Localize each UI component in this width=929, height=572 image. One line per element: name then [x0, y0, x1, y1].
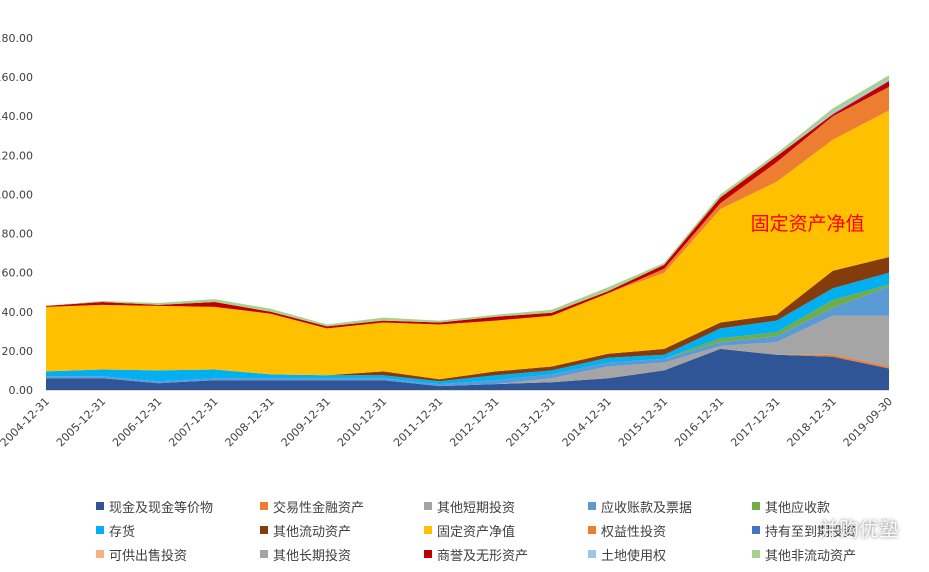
legend-label: 其他短期投资 [437, 500, 516, 516]
legend-label: 商誉及无形资产 [437, 548, 529, 564]
legend-label: 其他长期投资 [273, 548, 352, 564]
x-tick-label: 2014-12-31 [560, 395, 614, 449]
watermark: 并购优塾 [819, 517, 899, 541]
legend-item: 其他应收款 [752, 497, 916, 516]
legend-item: 应收账款及票据 [588, 497, 752, 516]
area-series-12 [46, 81, 889, 329]
legend-label: 可供出售投资 [109, 548, 188, 564]
legend-label: 土地使用权 [601, 548, 667, 564]
legend-item: 交易性金融资产 [260, 497, 424, 516]
legend-swatch [588, 502, 596, 510]
legend-swatch [424, 526, 432, 534]
y-tick-label: 20.00 [2, 345, 34, 358]
x-tick-label: 2011-12-31 [391, 395, 445, 449]
y-tick-label: 180.00 [0, 32, 33, 45]
x-tick-label: 2017-12-31 [728, 395, 782, 449]
legend-item: 其他长期投资 [260, 545, 424, 564]
legend-swatch [260, 550, 268, 558]
legend-label: 现金及现金等价物 [109, 500, 214, 516]
x-tick-label: 2004-12-31 [0, 395, 52, 449]
y-tick-label: 80.00 [2, 228, 34, 241]
annotation-fixed-assets: 固定资产净值 [751, 213, 865, 235]
legend-item: 土地使用权 [588, 545, 752, 564]
y-tick-label: 140.00 [0, 110, 33, 123]
legend-label: 存货 [109, 524, 136, 540]
legend-item: 权益性投资 [588, 521, 752, 540]
x-tick-label: 2015-12-31 [616, 395, 670, 449]
legend-swatch [260, 526, 268, 534]
legend-label: 交易性金融资产 [273, 500, 365, 516]
legend-label: 持有至到期投资 [765, 524, 857, 540]
legend-label: 固定资产净值 [437, 524, 516, 540]
legend-swatch [588, 526, 596, 534]
legend-swatch [260, 502, 268, 510]
x-tick-label: 2013-12-31 [504, 395, 558, 449]
x-axis: 2004-12-31 2005-12-31 2006-12-31 2007-12-31… [0, 390, 895, 449]
area-series-0 [46, 348, 889, 390]
legend-swatch [588, 550, 596, 558]
legend-item: 现金及现金等价物 [96, 497, 260, 516]
x-tick-label: 2009-12-31 [279, 395, 333, 449]
legend-item: 可供出售投资 [96, 545, 260, 564]
legend-label: 其他流动资产 [273, 524, 352, 540]
x-tick-label: 2005-12-31 [54, 395, 108, 449]
area-series-5 [46, 272, 889, 385]
area-series-8 [46, 86, 889, 329]
legend-swatch [424, 550, 432, 558]
legend-item: 其他流动资产 [260, 521, 424, 540]
x-tick-label: 2008-12-31 [223, 395, 277, 449]
legend-label: 权益性投资 [601, 524, 667, 540]
y-tick-label: 40.00 [2, 306, 34, 319]
legend-swatch [424, 502, 432, 510]
x-tick-label: 2007-12-31 [166, 395, 220, 449]
y-tick-label: 160.00 [0, 71, 33, 84]
legend-item: 其他非流动资产 [752, 545, 916, 564]
legend-swatch [752, 502, 760, 510]
x-tick-label: 2019-09-30 [841, 395, 895, 449]
legend-label: 应收账款及票据 [601, 500, 693, 516]
legend-item: 持有至到期投资 [752, 521, 916, 540]
legend: 现金及现金等价物 交易性金融资产 其他短期投资 应收账款及票据 其他应收款存货 其他流动资… [96, 497, 916, 564]
legend-item: 存货 [96, 521, 260, 540]
legend-item: 商誉及无形资产 [424, 545, 588, 564]
legend-label: 其他应收款 [765, 500, 831, 516]
y-tick-label: 100.00 [0, 188, 33, 201]
legend-item: 固定资产净值 [424, 521, 588, 540]
legend-swatch [96, 550, 104, 558]
legend-swatch [752, 550, 760, 558]
y-tick-label: 0.00 [9, 384, 34, 397]
x-tick-label: 2010-12-31 [335, 395, 389, 449]
x-tick-label: 2018-12-31 [785, 395, 839, 449]
x-tick-label: 2016-12-31 [672, 395, 726, 449]
chart-canvas: 0.00 20.00 40.00 60.00 80.00 100.00 120.00 140.… [0, 32, 895, 449]
legend-swatch [96, 502, 104, 510]
legend-label: 其他非流动资产 [765, 548, 857, 564]
legend-swatch [752, 526, 760, 534]
stacked-area-group [46, 75, 889, 390]
area-series-7 [46, 110, 889, 380]
y-tick-label: 60.00 [2, 267, 34, 280]
legend-item: 其他短期投资 [424, 497, 588, 516]
x-tick-label: 2012-12-31 [447, 395, 501, 449]
y-axis: 0.00 20.00 40.00 60.00 80.00 100.00 120.00 140.… [0, 32, 33, 397]
x-tick-label: 2006-12-31 [110, 395, 164, 449]
y-tick-label: 120.00 [0, 149, 33, 162]
legend-swatch [96, 526, 104, 534]
